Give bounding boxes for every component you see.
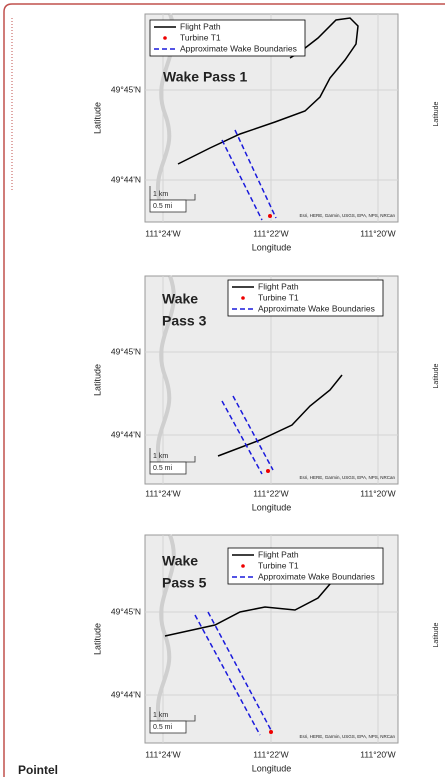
legend-box [149, 19, 306, 57]
flight-path [217, 374, 343, 457]
x-tick-label: 111°22'W [253, 488, 288, 498]
wake-boundary [232, 395, 274, 471]
x-tick-label: 111°20'W [360, 488, 395, 498]
scale-label: 0.5 mi [153, 724, 173, 731]
x-tick-label: 111°24'W [145, 488, 180, 498]
scale-bg [149, 199, 187, 213]
scale-label: 0.5 mi [153, 203, 173, 210]
legend-label: Approximate Wake Boundaries [258, 303, 375, 313]
scale-label: 1 km [153, 712, 168, 719]
legend-label: Turbine T1 [180, 32, 221, 42]
panel-title: Pass 3 [162, 313, 207, 329]
turbine [268, 214, 272, 218]
turbine [269, 730, 273, 734]
x-axis-label: Longitude [252, 242, 292, 252]
legend-label: Approximate Wake Boundaries [180, 43, 297, 53]
y-tick-label: 49°45'N [111, 606, 141, 616]
river [156, 275, 176, 467]
attribution: Esri, HERE, Garmin, USGS, EPA, NPS, NRCa… [300, 734, 396, 739]
y-axis-label: Latitude [92, 364, 102, 396]
scale-label: 1 km [153, 191, 168, 198]
legend-swatch [241, 564, 245, 568]
side-label: Latitude [433, 363, 440, 388]
x-tick-label: 111°24'W [145, 749, 180, 759]
x-tick-label: 111°24'W [145, 228, 180, 238]
flight-path [177, 17, 359, 165]
wake-boundary [194, 614, 261, 736]
panel-title: Wake [162, 553, 198, 569]
legend-label: Flight Path [258, 281, 299, 291]
y-tick-label: 49°45'N [111, 84, 141, 94]
flight-path [164, 569, 343, 637]
legend-label: Turbine T1 [258, 560, 299, 570]
x-tick-label: 111°22'W [253, 749, 288, 759]
legend-swatch [163, 36, 167, 40]
scale-label: 0.5 mi [153, 465, 173, 472]
panel-title: Wake [162, 291, 198, 307]
legend-box [227, 547, 384, 585]
scale-bg [149, 720, 187, 734]
river [156, 534, 176, 726]
y-tick-label: 49°45'N [111, 346, 141, 356]
side-label: Latitude [433, 622, 440, 647]
attribution: Esri, HERE, Garmin, USGS, EPA, NPS, NRCa… [300, 475, 396, 480]
frame [3, 3, 445, 777]
footer-text: Pointel [18, 763, 58, 777]
wake-boundary [234, 129, 277, 219]
wake-boundary [207, 611, 273, 733]
legend-label: Turbine T1 [258, 292, 299, 302]
legend-label: Approximate Wake Boundaries [258, 571, 375, 581]
legend-box [227, 279, 384, 317]
scale-label: 1 km [153, 453, 168, 460]
wake-boundary [221, 400, 263, 475]
x-axis-label: Longitude [252, 502, 292, 512]
x-tick-label: 111°20'W [360, 749, 395, 759]
y-tick-label: 49°44'N [111, 429, 141, 439]
legend-swatch [241, 296, 245, 300]
y-axis-label: Latitude [92, 623, 102, 655]
wake-boundary [221, 139, 263, 221]
legend-label: Flight Path [180, 21, 221, 31]
legend-label: Flight Path [258, 549, 299, 559]
x-axis-label: Longitude [252, 763, 292, 773]
x-tick-label: 111°22'W [253, 228, 288, 238]
x-tick-label: 111°20'W [360, 228, 395, 238]
y-tick-label: 49°44'N [111, 689, 141, 699]
y-axis-label: Latitude [92, 102, 102, 134]
panel-title: Wake Pass 1 [163, 69, 248, 85]
attribution: Esri, HERE, Garmin, USGS, EPA, NPS, NRCa… [300, 213, 396, 218]
side-label: Latitude [433, 101, 440, 126]
panel-title: Pass 5 [162, 575, 207, 591]
turbine [266, 469, 270, 473]
y-tick-label: 49°44'N [111, 174, 141, 184]
scale-bg [149, 461, 187, 475]
